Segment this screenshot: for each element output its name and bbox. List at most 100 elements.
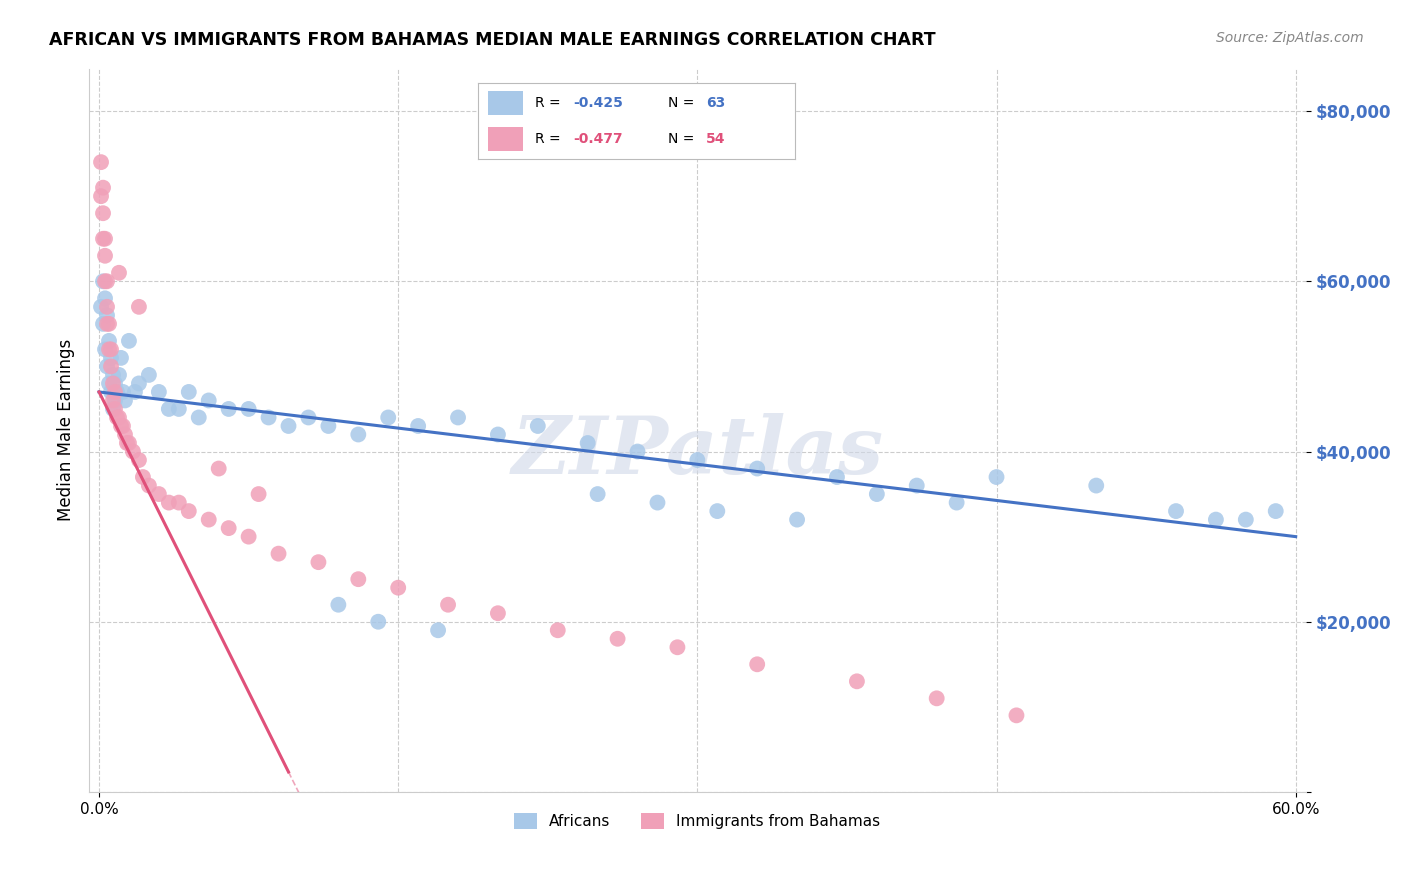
Point: [167, 401, 190, 416]
Text: AFRICAN VS IMMIGRANTS FROM BAHAMAS MEDIAN MALE EARNINGS CORRELATION CHART: AFRICAN VS IMMIGRANTS FROM BAHAMAS MEDIA…: [49, 31, 936, 49]
Point: [1164, 504, 1187, 518]
Point: [110, 351, 132, 365]
Point: [101, 376, 124, 391]
Point: [104, 393, 127, 408]
Point: [157, 401, 180, 416]
Point: [626, 444, 648, 458]
Point: [94, 291, 117, 305]
Point: [208, 461, 231, 475]
Point: [114, 427, 136, 442]
Point: [905, 478, 928, 492]
Point: [94, 249, 117, 263]
Point: [297, 410, 319, 425]
Point: [197, 513, 219, 527]
Point: [98, 343, 121, 357]
Point: [1085, 478, 1108, 492]
Point: [100, 384, 122, 399]
Point: [167, 495, 190, 509]
Point: [96, 317, 118, 331]
Point: [1205, 513, 1227, 527]
Point: [101, 401, 124, 416]
Point: [91, 232, 114, 246]
Point: [447, 410, 470, 425]
Point: [586, 487, 609, 501]
Point: [100, 351, 122, 365]
Point: [101, 368, 124, 382]
Point: [108, 368, 131, 382]
Point: [187, 410, 209, 425]
Point: [105, 384, 128, 399]
Point: [825, 470, 848, 484]
Point: [486, 427, 509, 442]
Point: [104, 384, 127, 399]
Point: [347, 427, 370, 442]
Point: [132, 470, 155, 484]
Point: [96, 274, 118, 288]
Point: [486, 606, 509, 620]
Point: [307, 555, 329, 569]
Point: [218, 521, 240, 535]
Point: [105, 410, 128, 425]
Point: [547, 624, 569, 638]
Point: [91, 317, 114, 331]
Point: [96, 359, 118, 374]
Point: [148, 384, 170, 399]
Point: [122, 444, 145, 458]
Point: [118, 334, 141, 348]
Point: [91, 274, 114, 288]
Point: [666, 640, 689, 655]
Point: [576, 436, 599, 450]
Point: [124, 384, 146, 399]
Point: [108, 266, 131, 280]
Point: [267, 547, 290, 561]
Point: [387, 581, 409, 595]
Point: [347, 572, 370, 586]
Point: [118, 436, 141, 450]
Point: [925, 691, 948, 706]
Point: [277, 419, 299, 434]
Point: [747, 461, 769, 475]
Point: [101, 393, 124, 408]
Point: [104, 376, 127, 391]
Point: [197, 393, 219, 408]
Point: [98, 334, 121, 348]
Point: [96, 300, 118, 314]
Point: [108, 410, 131, 425]
Point: [218, 401, 240, 416]
Point: [845, 674, 868, 689]
Point: [1264, 504, 1286, 518]
Point: [98, 376, 121, 391]
Point: [96, 309, 118, 323]
Point: [100, 359, 122, 374]
Point: [138, 368, 160, 382]
Point: [866, 487, 889, 501]
Point: [686, 453, 709, 467]
Point: [100, 343, 122, 357]
Point: [110, 419, 132, 434]
Point: [377, 410, 399, 425]
Legend: Africans, Immigrants from Bahamas: Africans, Immigrants from Bahamas: [508, 806, 887, 835]
Point: [257, 410, 280, 425]
Point: [128, 300, 150, 314]
Point: [238, 530, 260, 544]
Point: [94, 343, 117, 357]
Point: [94, 232, 117, 246]
Point: [318, 419, 340, 434]
Point: [90, 189, 112, 203]
Text: ZIPatlas: ZIPatlas: [512, 413, 883, 491]
Point: [138, 478, 160, 492]
Point: [148, 487, 170, 501]
Text: Source: ZipAtlas.com: Source: ZipAtlas.com: [1216, 31, 1364, 45]
Point: [786, 513, 808, 527]
Point: [114, 393, 136, 408]
Point: [98, 317, 121, 331]
Point: [90, 155, 112, 169]
Point: [90, 300, 112, 314]
Point: [115, 436, 138, 450]
Point: [104, 401, 127, 416]
Point: [128, 376, 150, 391]
Point: [437, 598, 460, 612]
Point: [527, 419, 550, 434]
Point: [91, 206, 114, 220]
Point: [945, 495, 967, 509]
